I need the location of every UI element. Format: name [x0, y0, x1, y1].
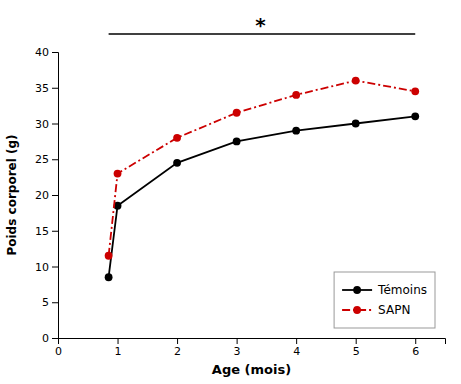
y-axis-tick-label: 35: [35, 82, 49, 95]
data-point: [114, 170, 122, 178]
x-axis-tick-label: 4: [293, 345, 300, 358]
y-axis-tick: 30: [35, 118, 58, 131]
x-axis-tick: 0: [55, 338, 62, 358]
y-axis-tick-mark: [52, 302, 58, 303]
x-axis-line: [59, 339, 446, 345]
plot: 0 1 2 3 4 5 6 0 5 10 15 20 25 30 35 40 * Témoins SAPN: [35, 13, 446, 358]
y-axis-tick-label: 5: [42, 296, 49, 309]
y-axis-tick-mark: [52, 88, 58, 89]
series: [105, 112, 419, 281]
x-axis-title: Age (mois): [212, 362, 291, 377]
y-axis-tick: 25: [35, 153, 58, 166]
annotations: *: [109, 13, 416, 37]
legend-item: SAPN: [342, 303, 410, 317]
y-axis-tick-mark: [52, 231, 58, 232]
x-axis-tick-label: 1: [115, 345, 122, 358]
series-line: [109, 116, 416, 277]
data-point: [105, 273, 113, 281]
y-axis: 0 5 10 15 20 25 30 35 40: [35, 46, 59, 345]
data-point: [352, 120, 360, 128]
y-axis-tick-label: 25: [35, 153, 49, 166]
data-point: [233, 109, 241, 117]
y-axis-tick: 40: [35, 46, 58, 59]
y-axis-tick: 15: [35, 225, 58, 238]
significance-star: *: [255, 13, 266, 37]
legend-box: [334, 272, 435, 328]
marks: [105, 77, 419, 281]
x-axis-tick-label: 5: [353, 345, 360, 358]
data-point: [173, 134, 181, 142]
y-axis-tick: 20: [35, 189, 58, 202]
x-axis-tick: 5: [353, 338, 360, 358]
y-axis-title: Poids corporel (g): [5, 134, 19, 255]
x-axis: 0 1 2 3 4 5 6: [55, 338, 446, 358]
y-axis-tick: 35: [35, 82, 58, 95]
legend-item: Témoins: [342, 283, 427, 297]
y-axis-tick-label: 30: [35, 118, 49, 131]
data-point: [105, 252, 113, 260]
x-axis-tick-mark: [237, 338, 238, 344]
y-axis-tick-mark: [52, 195, 58, 196]
x-axis-tick-label: 0: [55, 345, 62, 358]
legend-marker: [353, 286, 361, 294]
x-axis-tick: 3: [234, 338, 241, 358]
y-axis-tick-mark: [52, 267, 58, 268]
series-line: [109, 81, 416, 256]
legend: Témoins SAPN: [334, 272, 435, 328]
y-axis-tick-mark: [52, 52, 58, 53]
legend-label: SAPN: [378, 303, 410, 317]
y-axis-tick-label: 10: [35, 261, 49, 274]
legend-marker: [353, 306, 361, 314]
x-axis-tick: 2: [174, 338, 181, 358]
y-axis-tick-label: 40: [35, 46, 49, 59]
y-axis-tick-label: 15: [35, 225, 49, 238]
x-axis-tick-mark: [118, 338, 119, 344]
y-axis-tick-mark: [52, 159, 58, 160]
y-axis-tick-mark: [52, 338, 58, 339]
x-axis-tick-label: 2: [174, 345, 181, 358]
y-axis-tick-label: 20: [35, 189, 49, 202]
x-axis-tick-mark: [177, 338, 178, 344]
data-point: [411, 87, 419, 95]
x-axis-tick-label: 6: [412, 345, 419, 358]
x-axis-tick-mark: [296, 338, 297, 344]
y-axis-tick: 10: [35, 261, 58, 274]
legend-label: Témoins: [377, 283, 427, 297]
x-axis-tick-mark: [356, 338, 357, 344]
data-point: [292, 91, 300, 99]
data-point: [233, 137, 241, 145]
x-axis-tick: 4: [293, 338, 300, 358]
y-axis-tick-mark: [52, 124, 58, 125]
y-axis-tick-label: 0: [42, 332, 49, 345]
y-axis-tick: 0: [42, 332, 58, 345]
series: [105, 77, 419, 260]
data-point: [173, 159, 181, 167]
y-axis-line: [52, 53, 59, 339]
x-axis-tick-mark: [415, 338, 416, 344]
data-point: [352, 77, 360, 85]
x-axis-tick: 6: [412, 338, 419, 358]
data-point: [411, 112, 419, 120]
data-point: [292, 127, 300, 135]
y-axis-tick: 5: [42, 296, 58, 309]
x-axis-tick: 1: [115, 338, 122, 358]
chart: 0 1 2 3 4 5 6 0 5 10 15 20 25 30 35 40 * Témoins SAPN Age (…: [0, 0, 461, 384]
x-axis-tick-label: 3: [234, 345, 241, 358]
